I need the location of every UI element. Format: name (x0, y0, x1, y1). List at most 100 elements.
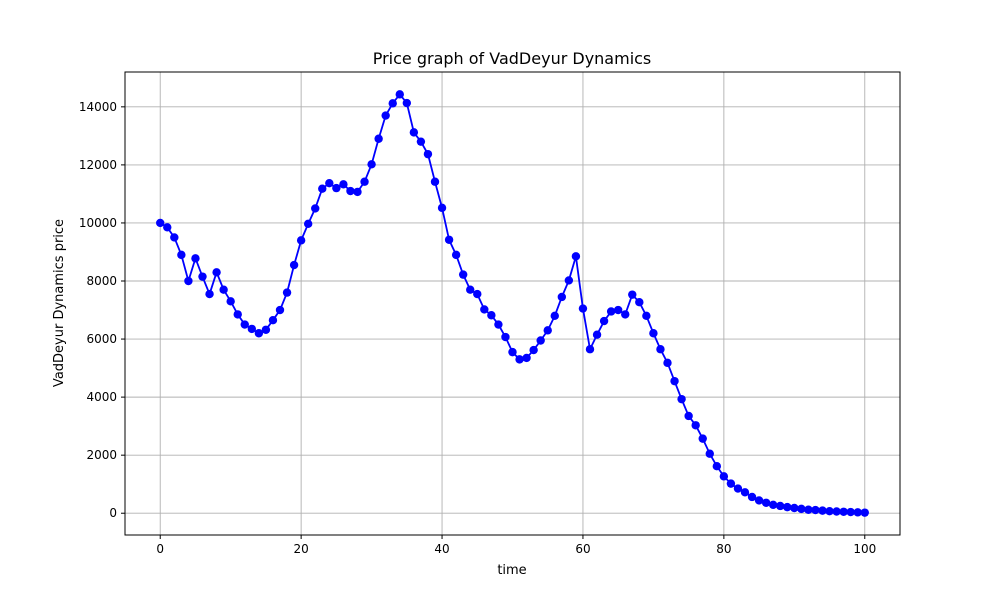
data-point (339, 180, 348, 189)
data-point (529, 345, 538, 355)
x-tick-label: 40 (434, 542, 449, 556)
data-point (191, 254, 200, 263)
data-point (783, 502, 792, 512)
data-point (374, 134, 383, 143)
data-point (846, 507, 855, 517)
data-point (670, 376, 679, 386)
data-point (296, 236, 306, 245)
data-point (416, 137, 426, 146)
data-point (649, 329, 658, 338)
data-point (177, 250, 186, 260)
data-point (282, 288, 292, 297)
data-point (677, 394, 686, 404)
data-point (564, 276, 574, 285)
y-axis-ticks: 0 2000 4000 6000 8000 10000 12000 14000 (79, 100, 125, 520)
y-axis-label: VadDeyur Dynamics price (52, 219, 67, 387)
data-point (451, 250, 461, 260)
y-tick-label: 12000 (79, 158, 117, 172)
data-point (536, 336, 545, 345)
y-tick-label: 0 (109, 506, 117, 520)
data-point (367, 160, 376, 169)
data-point (430, 177, 440, 186)
data-point (635, 297, 644, 307)
data-point (628, 290, 637, 299)
data-point (311, 204, 320, 213)
plot-frame (124, 71, 901, 536)
y-tick-label: 10000 (79, 216, 117, 230)
data-point (656, 345, 665, 354)
data-point (853, 508, 862, 517)
data-point (550, 311, 559, 321)
data-point (515, 355, 524, 364)
data-point (444, 235, 454, 244)
data-point (606, 307, 616, 316)
data-point (832, 507, 841, 516)
y-tick-label: 2000 (86, 448, 117, 462)
data-point (818, 506, 827, 515)
data-point (776, 501, 785, 511)
data-point (458, 270, 468, 279)
data-point (261, 325, 271, 334)
data-point (768, 500, 778, 510)
y-tick-label: 8000 (86, 274, 117, 288)
data-point (585, 345, 595, 354)
chart-title: Price graph of VadDeyur Dynamics (373, 49, 652, 68)
data-point (170, 233, 179, 242)
data-point (388, 99, 397, 108)
data-point (205, 289, 214, 299)
data-point (275, 305, 285, 315)
data-point (289, 260, 299, 270)
data-point (360, 177, 369, 186)
data-point (332, 183, 341, 193)
data-point (747, 492, 757, 502)
data-point (353, 187, 362, 197)
data-point (698, 434, 707, 443)
data-point (494, 320, 503, 329)
data-point (804, 505, 813, 514)
data-point (219, 285, 228, 294)
data-point (254, 329, 264, 338)
data-point (705, 449, 714, 458)
data-point (325, 178, 334, 188)
data-point (402, 98, 412, 108)
data-point (184, 276, 193, 286)
data-point (613, 305, 623, 315)
data-point (423, 149, 433, 159)
data-point (691, 421, 700, 430)
data-point (754, 496, 764, 505)
y-tick-label: 14000 (79, 100, 117, 114)
x-tick-label: 60 (575, 542, 590, 556)
data-point (599, 316, 609, 326)
grid-lines (125, 72, 900, 535)
data-point (571, 252, 581, 261)
data-point (825, 507, 834, 516)
data-point (733, 484, 743, 493)
data-point (226, 297, 235, 306)
data-point (501, 332, 510, 342)
data-point (212, 268, 221, 277)
data-point (473, 289, 482, 299)
data-point (557, 292, 567, 302)
x-axis-label: time (497, 563, 526, 578)
data-point (719, 472, 729, 481)
data-point (508, 347, 517, 357)
data-point (409, 128, 419, 137)
data-point (437, 203, 447, 213)
x-tick-label: 80 (716, 542, 731, 556)
data-point (156, 218, 165, 228)
data-point (860, 508, 869, 517)
x-axis-ticks: 0 20 40 60 80 100 (156, 535, 876, 556)
data-point (318, 184, 327, 193)
data-point (790, 503, 799, 513)
data-point (346, 186, 355, 196)
data-point (240, 320, 249, 329)
x-tick-label: 20 (293, 542, 308, 556)
data-point (543, 326, 552, 335)
data-point (726, 479, 736, 488)
data-point (797, 504, 806, 514)
data-point (480, 305, 489, 314)
data-point (684, 411, 693, 421)
data-point (761, 498, 771, 507)
